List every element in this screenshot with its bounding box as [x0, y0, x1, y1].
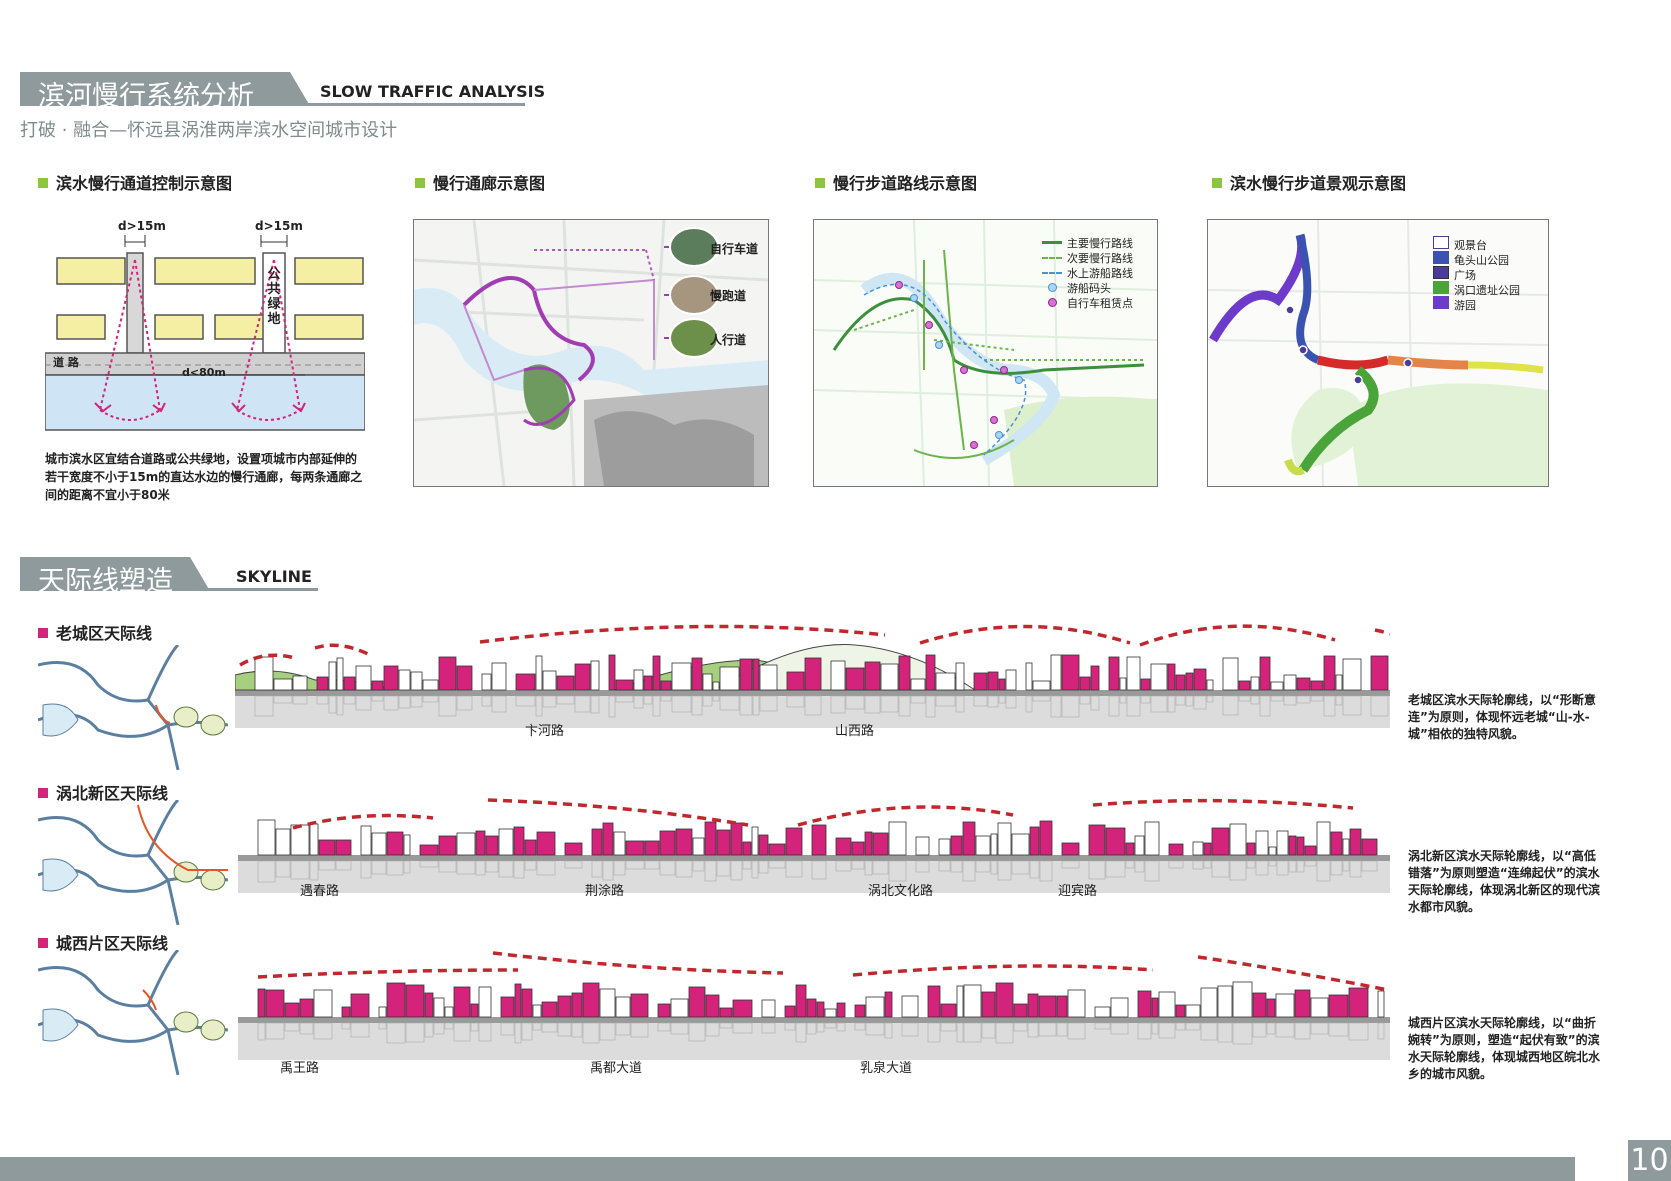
section-banner-slow-traffic: 滨河慢行系统分析 SLOW TRAFFIC ANALYSIS	[20, 72, 545, 112]
viewing-deck-icon	[1433, 236, 1449, 249]
street-label: 迎宾路	[1058, 884, 1098, 899]
plaza-dot-icon	[1433, 266, 1449, 279]
channel-caption: 城市滨水区宜结合道路或公共绿地，设置项城市内部延伸的若干宽度不小于15m的直达水…	[45, 452, 363, 502]
magenta-dot-icon	[1042, 296, 1062, 307]
green-square-icon	[1212, 178, 1222, 188]
landscape-map-svg	[1208, 220, 1548, 486]
skyline-title-1: 老城区天际线	[38, 620, 152, 644]
public-green-label: 公共绿地	[267, 267, 281, 327]
magenta-square-icon	[38, 938, 48, 948]
skyline-strip-3: 禹王路 禹都大道 乳泉大道	[238, 945, 1390, 1085]
legend-garden: 游园	[1433, 296, 1520, 312]
legend-plaza: 广场	[1433, 266, 1520, 282]
green-square-icon	[815, 178, 825, 188]
banner-rule	[290, 103, 525, 106]
mini-map-3	[38, 950, 228, 1075]
garden-dot-icon	[1433, 296, 1449, 309]
route-map-svg	[814, 220, 1157, 486]
skyline-title-2: 涡北新区天际线	[38, 780, 168, 804]
legend-viewing-deck: 观景台	[1433, 236, 1520, 252]
dashed-arrow-icon	[1042, 257, 1062, 259]
route-legend: 主要慢行路线 次要慢行路线 水上游船路线 游船码头 自行车租赁点	[1042, 236, 1133, 311]
dimension-label-3: d<80m	[182, 366, 226, 379]
banner-wedge	[290, 72, 310, 106]
legend-wokou-park: 涡口遗址公园	[1433, 281, 1520, 297]
mini-map-1	[38, 645, 228, 770]
legend-bike-rental: 自行车租赁点	[1042, 296, 1133, 311]
banner-rule	[190, 588, 318, 591]
banner-wedge	[190, 557, 210, 591]
mini-map-2	[38, 800, 228, 925]
dashed-line-icon	[1042, 272, 1062, 274]
street-label: 山西路	[835, 724, 875, 739]
route-map: 主要慢行路线 次要慢行路线 水上游船路线 游船码头 自行车租赁点	[813, 219, 1158, 487]
banner-grey-block	[20, 557, 190, 591]
legend-boat-pier: 游船码头	[1042, 281, 1133, 296]
skyline-desc-2: 涡北新区滨水天际轮廓线，以“高低错落”为原则塑造“连绵起伏”的滨水天际轮廓线，体…	[1408, 849, 1601, 914]
landscape-legend: 观景台 龟头山公园 广场 涡口遗址公园 游园	[1433, 236, 1520, 312]
street-label: 乳泉大道	[860, 1061, 913, 1076]
street-label: 卞河路	[525, 724, 565, 739]
street-label: 禹王路	[280, 1061, 320, 1076]
street-label: 禹都大道	[590, 1061, 643, 1076]
footer-bar	[0, 1157, 1575, 1181]
skyline-svg-3	[238, 951, 1390, 1060]
corridor-label-bike: 自行车道	[710, 242, 759, 256]
dimension-label-1: d>15m	[118, 219, 166, 233]
skyline-title-3: 城西片区天际线	[38, 930, 168, 954]
skyline-svg-1	[235, 624, 1390, 728]
corridor-map-svg	[414, 220, 768, 486]
panel-title-landscape: 滨水慢行步道景观示意图	[1212, 170, 1406, 194]
skyline-title-cn: 天际线塑造	[38, 566, 173, 597]
blue-dot-icon	[1042, 281, 1062, 292]
legend-minor-route: 次要慢行路线	[1042, 251, 1133, 266]
skyline-strip-2: 遇春路 荆涂路 涡北文化路 迎宾路	[238, 790, 1390, 915]
skyline-desc-3: 城西片区滨水天际轮廓线，以“曲折婉转”为原则，塑造“起伏有致”的滨水天际轮廓线，…	[1408, 1016, 1601, 1081]
section-banner-skyline: 天际线塑造 SKYLINE	[20, 557, 318, 597]
street-label: 遇春路	[300, 884, 340, 899]
channel-diagram-svg	[45, 235, 365, 431]
section-title-cn: 滨河慢行系统分析	[38, 81, 254, 112]
channel-diagram: d>15m d>15m 公共绿地 道 路 d<80m	[45, 215, 365, 440]
panel-title-corridor: 慢行通廊示意图	[415, 170, 545, 194]
double-arrow-icon	[1042, 241, 1062, 244]
corridor-map: 自行车道 慢跑道 人行道	[413, 219, 769, 487]
page-number: 10	[1628, 1140, 1671, 1181]
magenta-square-icon	[38, 628, 48, 638]
dimension-label-2: d>15m	[255, 219, 303, 233]
skyline-desc-1: 老城区滨水天际轮廓线，以“形断意连”为原则，体现怀远老城“山-水-城”相依的独特…	[1408, 693, 1596, 741]
street-label: 荆涂路	[585, 884, 625, 899]
panel-title-channel: 滨水慢行通道控制示意图	[38, 170, 232, 194]
corridor-label-walk: 人行道	[710, 333, 747, 347]
banner-grey-block	[20, 72, 290, 106]
skyline-strip-1: 卞河路 山西路	[235, 620, 1390, 750]
green-square-icon	[415, 178, 425, 188]
page-subtitle: 打破 · 融合—怀远县涡淮两岸滨水空间城市设计	[20, 120, 398, 141]
section-title-en: SLOW TRAFFIC ANALYSIS	[320, 82, 546, 101]
legend-main-route: 主要慢行路线	[1042, 236, 1133, 251]
skyline-svg-2	[238, 798, 1390, 893]
corridor-label-jog: 慢跑道	[710, 289, 747, 303]
legend-guitoushan-park: 龟头山公园	[1433, 251, 1520, 267]
magenta-square-icon	[38, 788, 48, 798]
ruins-dot-icon	[1433, 281, 1449, 294]
road-label: 道 路	[53, 356, 79, 369]
skyline-title-en: SKYLINE	[236, 567, 312, 586]
legend-water-route: 水上游船路线	[1042, 266, 1133, 281]
park-dot-icon	[1433, 251, 1449, 264]
landscape-map: 观景台 龟头山公园 广场 涡口遗址公园 游园	[1207, 219, 1549, 487]
green-square-icon	[38, 178, 48, 188]
panel-title-route: 慢行步道路线示意图	[815, 170, 977, 194]
street-label: 涡北文化路	[868, 884, 934, 899]
